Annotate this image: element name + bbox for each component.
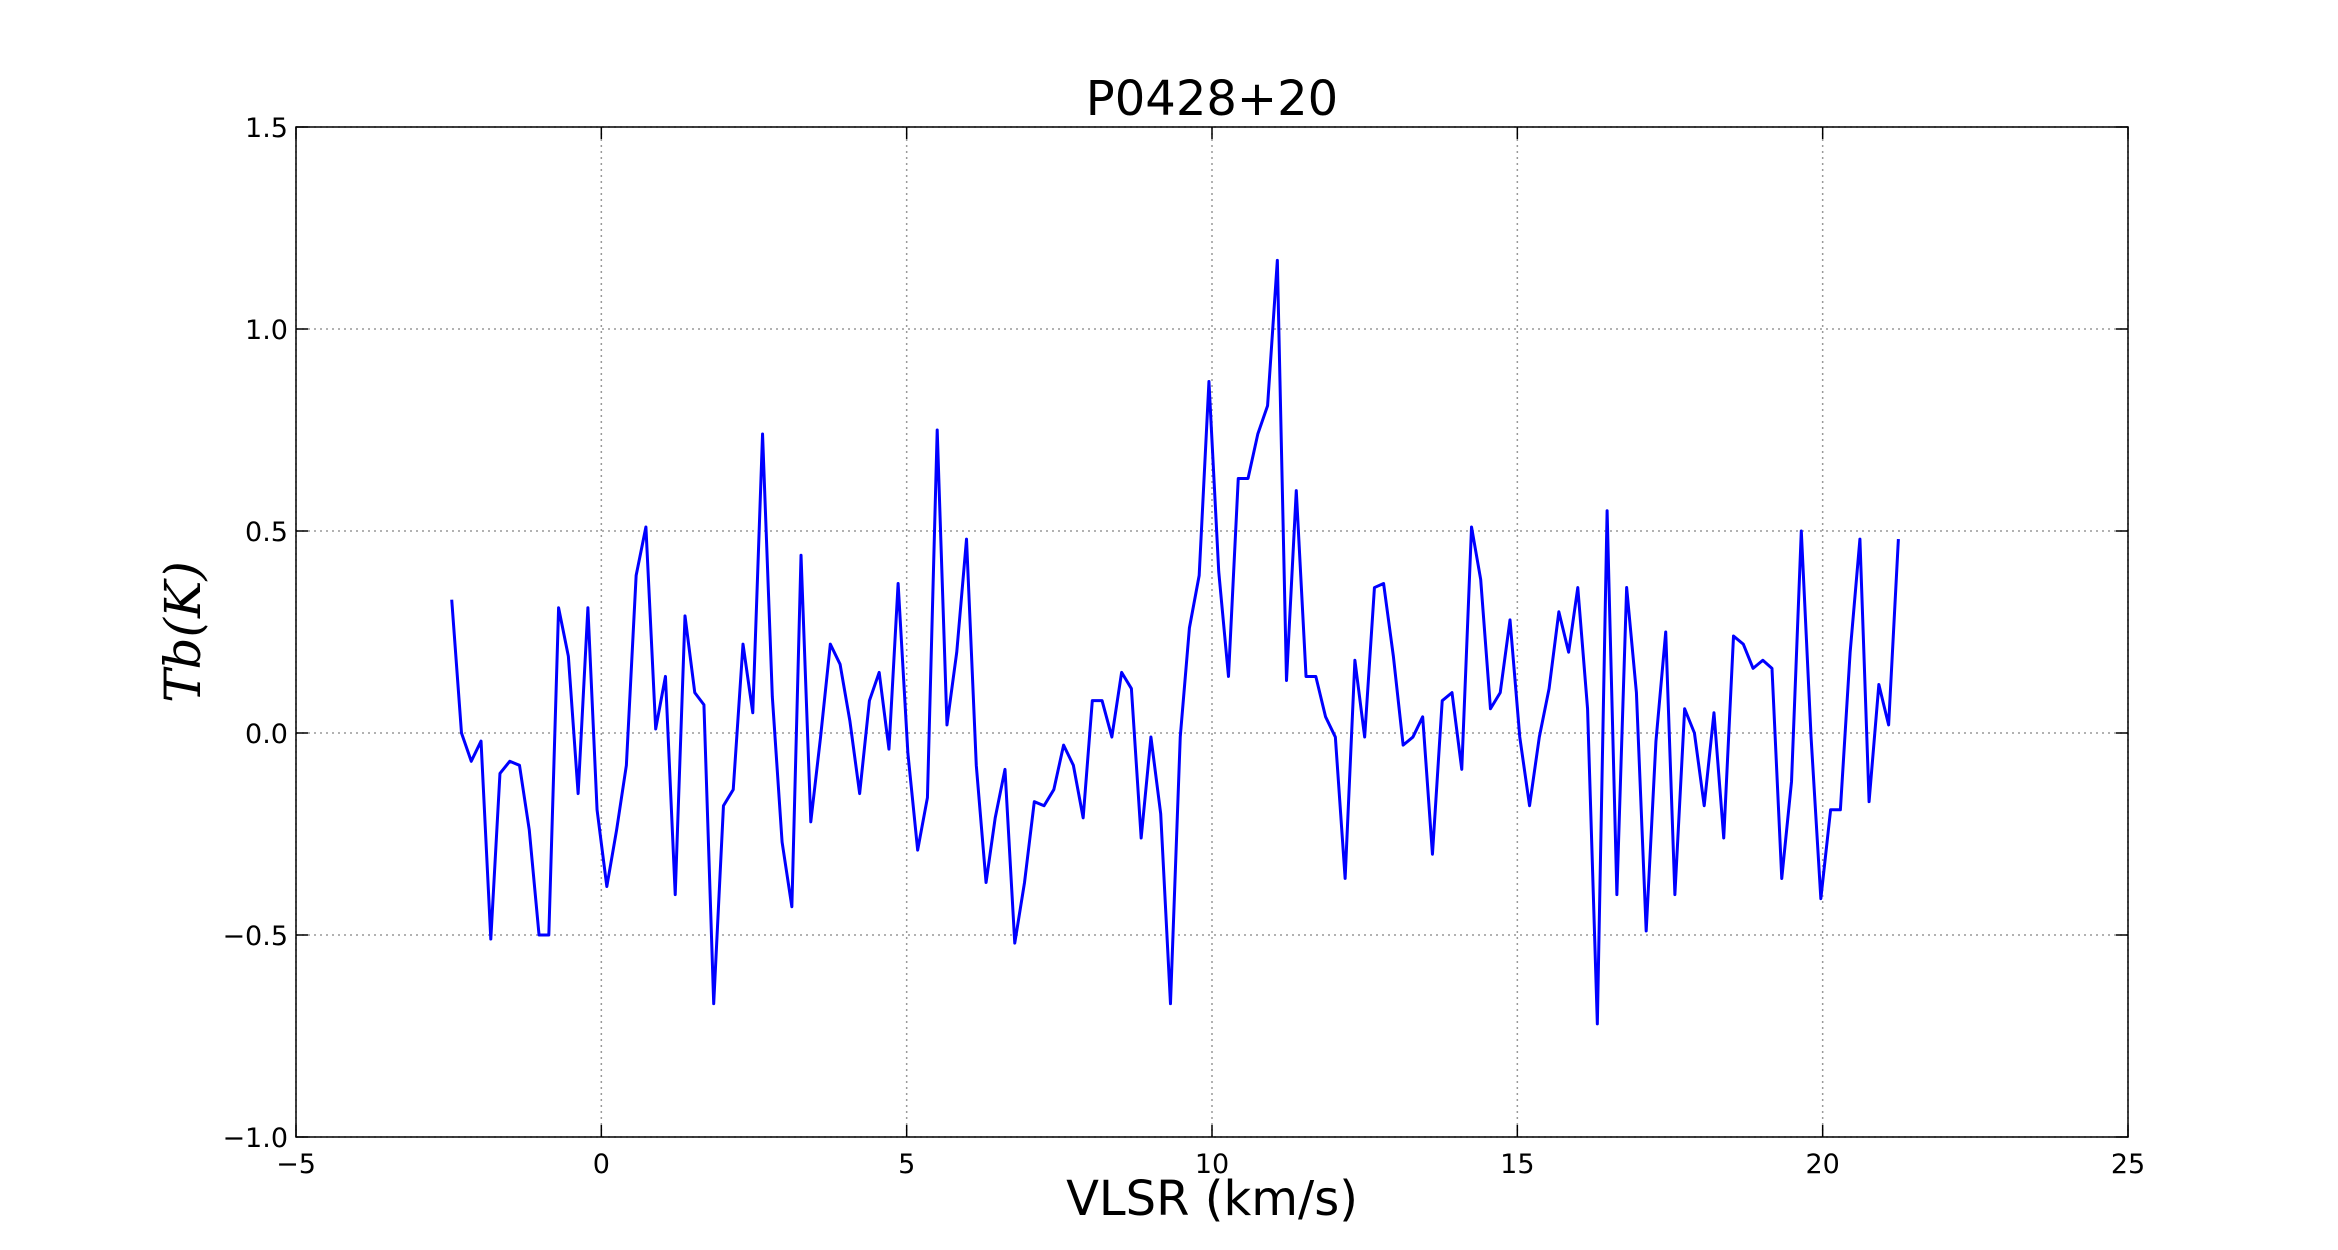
x-tick-label: −5: [276, 1149, 316, 1180]
x-tick-label: 15: [1500, 1149, 1534, 1180]
data-line: [450, 258, 1900, 1026]
y-tick-label: 1.5: [245, 113, 288, 144]
x-tick-label: 0: [593, 1149, 610, 1180]
y-tick-label: 0.5: [245, 517, 288, 548]
y-tick-label: 1.0: [245, 315, 288, 346]
y-tick-label: −0.5: [222, 921, 288, 952]
x-axis-label: VLSR (km/s): [1066, 1171, 1358, 1227]
x-tick-label: 20: [1805, 1149, 1839, 1180]
plot-frame: [295, 126, 2129, 1138]
chart-title: P0428+20: [1086, 71, 1338, 127]
x-tick-label: 5: [898, 1149, 915, 1180]
y-axis-label: Tb(K): [154, 561, 212, 703]
x-tick-label: 25: [2111, 1149, 2145, 1180]
x-tick-label: 10: [1195, 1149, 1229, 1180]
y-tick-label: 0.0: [245, 719, 288, 750]
y-tick-label: −1.0: [222, 1123, 288, 1154]
